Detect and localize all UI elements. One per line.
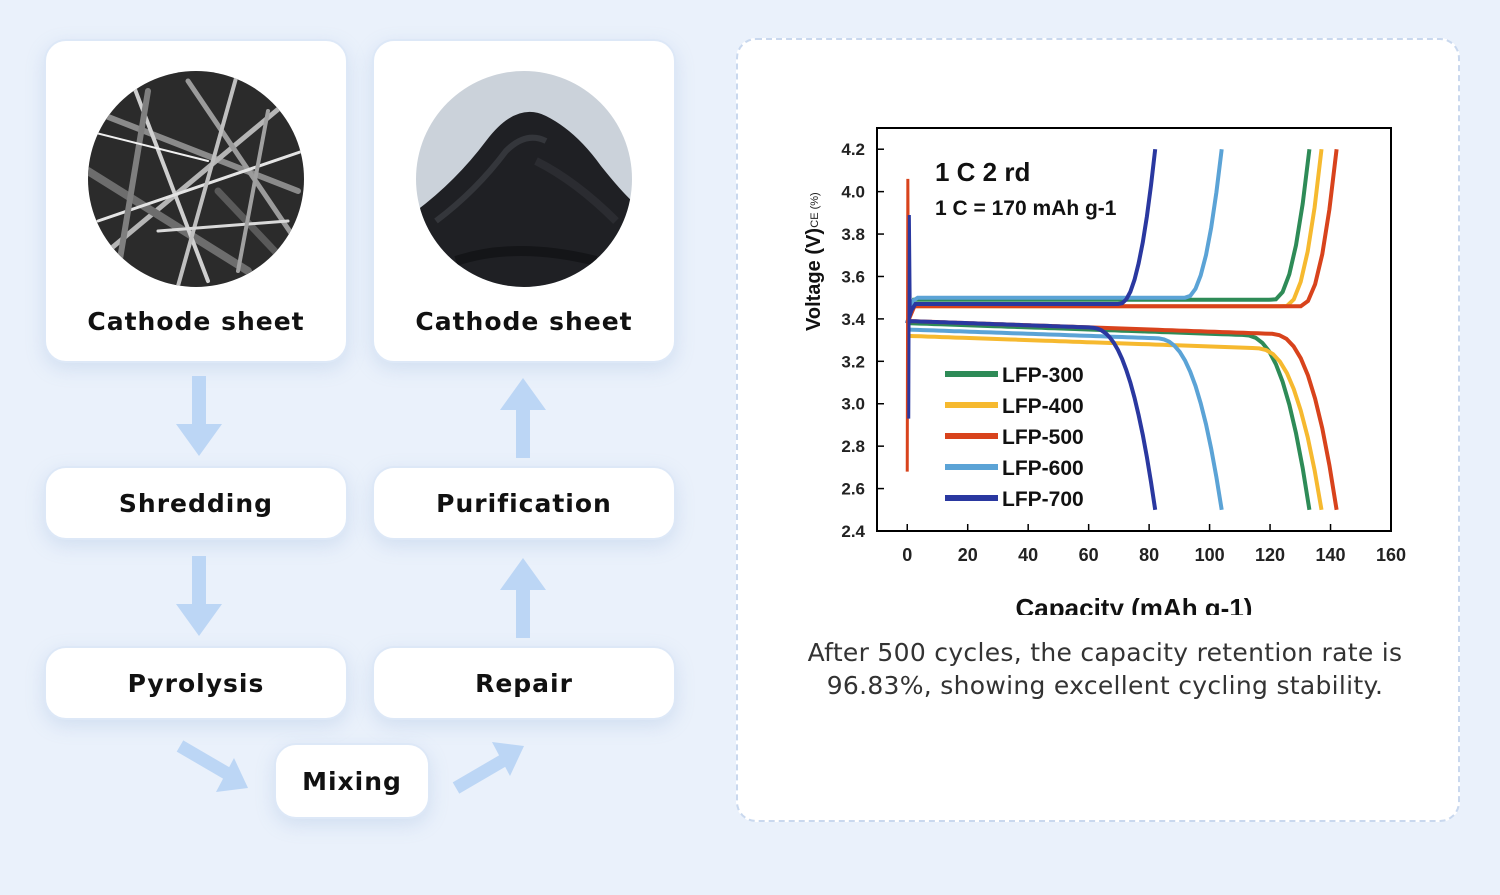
x-tick-label: 0 — [902, 545, 912, 565]
legend-label: LFP-700 — [1002, 488, 1084, 511]
arrow-down-icon — [176, 376, 222, 456]
initial-spike — [907, 214, 912, 419]
cathode-sheet-card-right: Cathode sheet — [372, 39, 676, 363]
legend-label: LFP-300 — [1002, 364, 1084, 387]
y-tick-label: 4.2 — [841, 140, 865, 159]
arrow-up-icon — [500, 378, 546, 458]
cathode-sheet-label-right: Cathode sheet — [415, 307, 633, 336]
x-tick-label: 100 — [1195, 545, 1225, 565]
pyrolysis-label: Pyrolysis — [127, 668, 265, 698]
charge-curve-LFP-600 — [905, 148, 1224, 324]
purification-step: Purification — [372, 466, 676, 540]
discharge-curve-LFP-700 — [907, 319, 1158, 511]
y-tick-label: 2.8 — [841, 437, 865, 456]
voltage-capacity-chart: 0 20 40 60 80 100 120 140 160 2.4 2.6 2.8 3.0 3.2 3.4 3… — [803, 127, 1406, 615]
x-axis-label: Capacity (mAh g-1) — [1016, 593, 1253, 615]
y-tick-label: 3.2 — [841, 352, 865, 371]
discharge-curve-LFP-600 — [907, 327, 1224, 511]
y-tick-label: 3.6 — [841, 267, 865, 286]
arrow-up-icon — [500, 558, 546, 638]
cathode-sheet-card-left: Cathode sheet — [44, 39, 348, 363]
chart-title: 1 C 2 rd — [935, 157, 1030, 187]
y-tick-label: 2.6 — [841, 480, 865, 499]
shredded-metal-image — [88, 71, 304, 287]
arrow-down-right-icon — [176, 740, 248, 792]
x-tick-label: 60 — [1079, 545, 1099, 565]
y-tick-label: 2.4 — [841, 522, 865, 541]
shredding-label: Shredding — [118, 488, 274, 518]
black-powder-image — [416, 71, 632, 287]
shredding-step: Shredding — [44, 466, 348, 540]
y-tick-label: 3.8 — [841, 225, 865, 244]
mixing-step: Mixing — [274, 743, 430, 819]
arrow-down-icon — [176, 556, 222, 636]
legend-label: LFP-400 — [1002, 395, 1084, 418]
x-tick-label: 20 — [958, 545, 978, 565]
y-tick-label: 3.0 — [841, 395, 865, 414]
chart-caption: After 500 cycles, the capacity retention… — [807, 638, 1403, 700]
x-tick-label: 120 — [1255, 545, 1285, 565]
x-tick-label: 160 — [1376, 545, 1406, 565]
cathode-sheet-label-left: Cathode sheet — [87, 307, 305, 336]
legend-label: LFP-600 — [1002, 457, 1084, 480]
mixing-label: Mixing — [302, 766, 402, 796]
y-axis-label: Voltage (V) — [803, 228, 825, 331]
pyrolysis-step: Pyrolysis — [44, 646, 348, 720]
repair-step: Repair — [372, 646, 676, 720]
charge-curve-LFP-500 — [905, 148, 1339, 324]
purification-label: Purification — [436, 488, 612, 518]
charge-curve-LFP-300 — [905, 148, 1312, 324]
y-tick-label: 4.0 — [841, 183, 865, 202]
x-tick-label: 40 — [1018, 545, 1038, 565]
y-tick-label: 3.4 — [841, 310, 865, 329]
chart-subtitle: 1 C = 170 mAh g-1 — [935, 197, 1117, 220]
charge-curve-LFP-700 — [905, 148, 1158, 324]
arrow-up-right-icon — [452, 742, 524, 794]
discharge-curve-LFP-300 — [907, 321, 1312, 511]
legend-label: LFP-500 — [1002, 426, 1084, 449]
x-tick-label: 80 — [1139, 545, 1159, 565]
repair-label: Repair — [475, 668, 573, 698]
y-secondary-label: CE (%) — [809, 192, 821, 227]
x-tick-label: 140 — [1316, 545, 1346, 565]
